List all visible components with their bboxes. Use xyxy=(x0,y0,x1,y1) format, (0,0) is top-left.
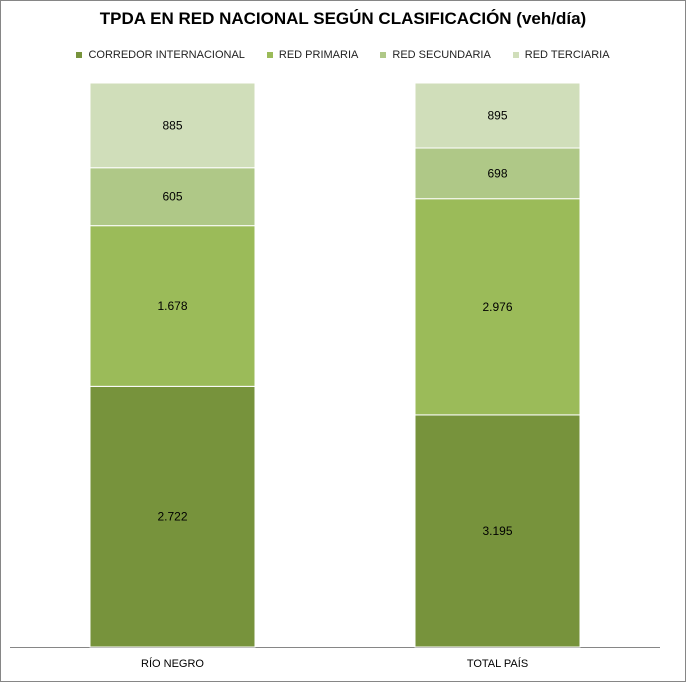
chart-title: TPDA EN RED NACIONAL SEGÚN CLASIFICACIÓN… xyxy=(99,9,587,28)
bar-segment xyxy=(89,82,256,169)
bar-segment xyxy=(89,385,256,648)
legend-swatch xyxy=(380,52,387,58)
legend-label: RED SECUNDARIA xyxy=(392,49,491,61)
bar-segment xyxy=(414,198,581,416)
data-label: 605 xyxy=(162,190,182,204)
legend-item: RED SECUNDARIA xyxy=(380,47,491,63)
x-tick-label: TOTAL PAÍS xyxy=(467,657,528,670)
data-label: 1.678 xyxy=(157,299,187,313)
data-label: 895 xyxy=(487,109,507,123)
bar-segment xyxy=(89,225,256,387)
bar-segment xyxy=(89,167,256,227)
data-label: 2.722 xyxy=(157,510,187,524)
legend-swatch xyxy=(512,52,519,58)
legend-label: RED TERCIARIA xyxy=(524,49,610,61)
legend-swatch xyxy=(266,52,273,58)
bar-segment xyxy=(414,82,581,149)
data-label: 698 xyxy=(487,166,507,180)
data-label: 2.976 xyxy=(482,300,512,314)
legend: CORREDOR INTERNACIONAL RED PRIMARIA RED SE… xyxy=(0,47,686,63)
bar-segment xyxy=(414,414,581,648)
data-label: 3.195 xyxy=(482,524,512,538)
legend-item: RED PRIMARIA xyxy=(266,47,359,63)
legend-item: RED TERCIARIA xyxy=(512,47,610,63)
legend-swatch xyxy=(76,52,83,58)
x-tick-label: RÍO NEGRO xyxy=(141,657,204,670)
legend-label: CORREDOR INTERNACIONAL xyxy=(88,49,245,61)
legend-item: CORREDOR INTERNACIONAL xyxy=(76,47,245,63)
legend-label: RED PRIMARIA xyxy=(278,49,359,61)
data-label: 885 xyxy=(162,118,182,132)
